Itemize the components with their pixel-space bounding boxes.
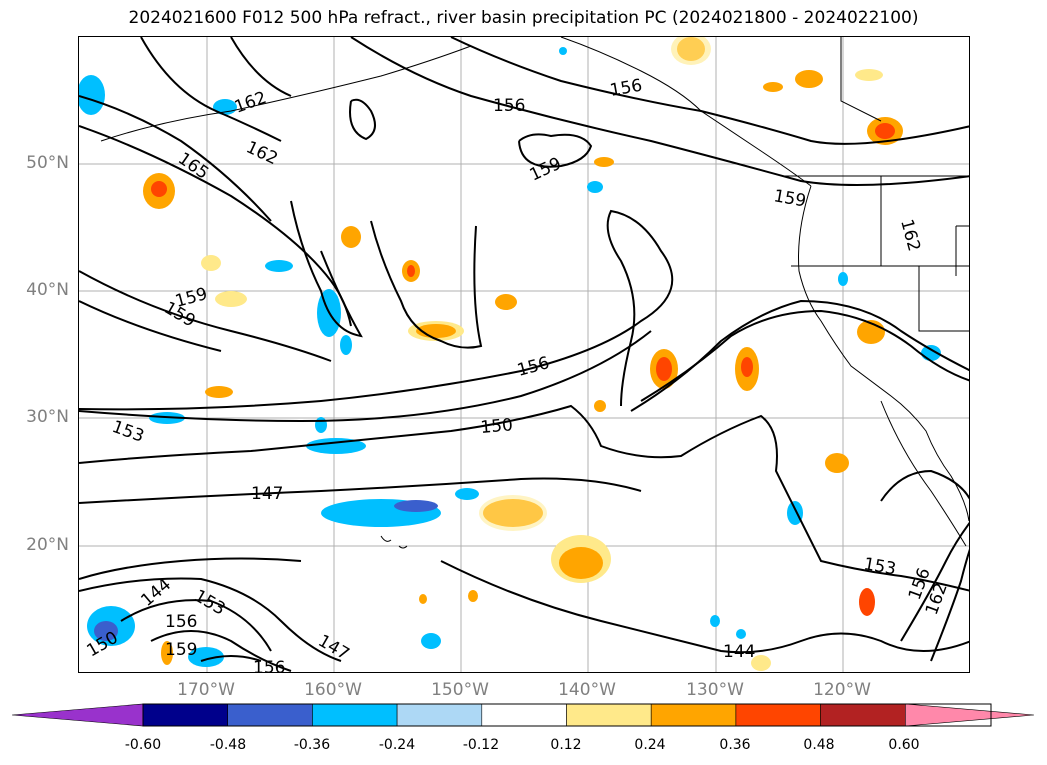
contour-label: 162 [232,88,269,118]
contour-label: 156 [253,658,285,673]
colorbar-segment [227,703,313,727]
colorbar-tick: 0.12 [550,737,582,753]
shading-positive [143,37,903,671]
contour-label: 162 [896,217,924,254]
lon-label-130w: 130°W [686,680,744,700]
colorbar-tick: 0.60 [888,737,920,753]
colorbar-segment [650,703,737,727]
contour-label: 159 [527,154,565,186]
lon-label-160w: 160°W [304,680,362,700]
contour-label: 147 [251,484,283,504]
colorbar-tick: -0.24 [378,737,416,753]
colorbar-segment [312,703,398,727]
contour-label: 159 [165,640,197,660]
colorbar-tick: -0.12 [462,737,500,753]
map-panel: 162 165 162 156 156 159 159 159 159 156 … [78,36,970,673]
lon-label-120w: 120°W [813,680,871,700]
lon-label-140w: 140°W [558,680,616,700]
contour-label: 153 [109,417,146,447]
contour-lines [79,37,969,672]
contour-label: 156 [165,612,197,632]
lon-label-150w: 150°W [431,680,489,700]
contour-label: 150 [480,415,514,438]
lat-label-40n: 40°N [26,280,69,300]
contour-label: 153 [862,554,897,579]
contour-label: 165 [174,149,212,184]
colorbar-tick: 0.48 [803,737,835,753]
lat-label-30n: 30°N [26,407,69,427]
contour-label: 156 [515,353,552,381]
shading-negative [79,47,941,667]
colorbar-segment [820,703,906,727]
contour-label: 159 [772,186,807,211]
colorbar-tick: -0.36 [293,737,331,753]
colorbar-extend-low [11,703,144,727]
contour-label: 156 [608,76,643,101]
lon-label-170w: 170°W [177,680,235,700]
colorbar-tick: 0.36 [719,737,751,753]
lat-label-50n: 50°N [26,153,69,173]
colorbar-segment [566,703,652,727]
colorbar-segment [735,703,821,727]
colorbar-extend-high [904,703,1035,727]
colorbar-segment [481,703,567,727]
lat-label-20n: 20°N [26,535,69,555]
coastlines [100,37,969,549]
colorbar-tick: -0.48 [209,737,247,753]
colorbar-tick: 0.24 [634,737,666,753]
chart-title: 2024021600 F012 500 hPa refract., river … [128,8,919,28]
graticule [79,37,969,672]
contour-label: 144 [723,642,755,662]
colorbar-segment [142,703,228,727]
colorbar-tick: -0.60 [124,737,162,753]
map-canvas: 162 165 162 156 156 159 159 159 159 156 … [79,37,969,673]
contour-label: 156 [493,96,525,116]
colorbar-segment [396,703,483,727]
